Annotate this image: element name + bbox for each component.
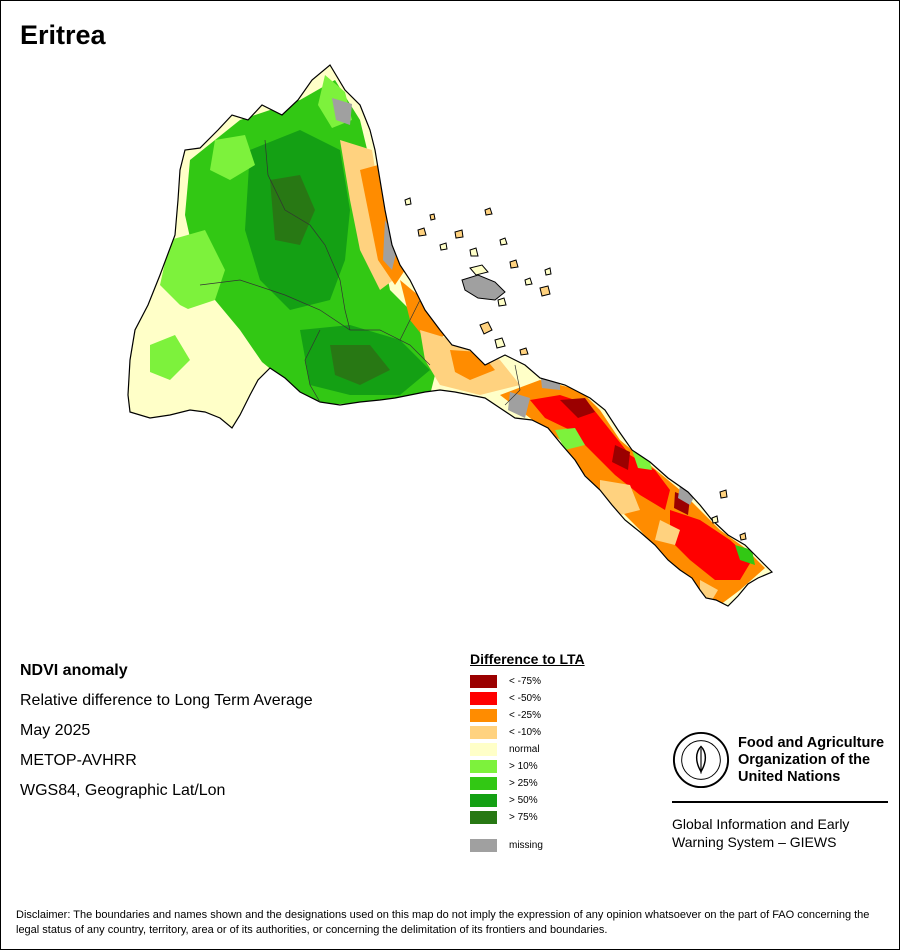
fao-logo-icon	[672, 731, 730, 789]
legend-rows: < -75% < -50% < -25% < -10% normal > 10% > 25%…	[470, 673, 585, 826]
legend-title: Difference to LTA	[470, 651, 585, 667]
map-info-panel: NDVI anomaly Relative difference to Long…	[20, 656, 313, 806]
giews-line: Warning System – GIEWS	[672, 834, 837, 850]
ndvi-anomaly-map	[127, 64, 774, 607]
fao-name-line: United Nations	[738, 768, 841, 785]
info-date: May 2025	[20, 722, 91, 739]
legend-label: < -10%	[509, 727, 541, 738]
legend-swatch	[470, 743, 497, 756]
info-heading: NDVI anomaly	[20, 662, 128, 679]
legend-swatch	[470, 839, 497, 852]
legend-item: < -75%	[470, 673, 585, 690]
fao-name-line: Organization of the	[738, 751, 871, 768]
giews-line: Global Information and Early	[672, 816, 850, 832]
legend-swatch	[470, 709, 497, 722]
info-subtitle: Relative difference to Long Term Average	[20, 692, 313, 709]
legend-swatch	[470, 760, 497, 773]
map-title: Eritrea	[20, 20, 106, 50]
legend-swatch	[470, 777, 497, 790]
legend-item: < -50%	[470, 690, 585, 707]
legend-label: normal	[509, 744, 540, 755]
legend-item-missing: missing	[470, 837, 585, 854]
fao-branding: Food and Agriculture Organization of the…	[672, 731, 888, 851]
legend-item: > 50%	[470, 792, 585, 809]
giews-name: Global Information and Early Warning Sys…	[672, 815, 888, 851]
legend-label: missing	[509, 840, 543, 851]
legend-swatch	[470, 726, 497, 739]
legend-swatch	[470, 811, 497, 824]
legend-label: > 10%	[509, 761, 538, 772]
map-legend: Difference to LTA < -75% < -50% < -25% < -1…	[470, 651, 585, 854]
legend-label: < -25%	[509, 710, 541, 721]
legend-item: < -25%	[470, 707, 585, 724]
legend-swatch	[470, 794, 497, 807]
legend-item: > 25%	[470, 775, 585, 792]
legend-item: < -10%	[470, 724, 585, 741]
legend-label: > 25%	[509, 778, 538, 789]
legend-swatch	[470, 692, 497, 705]
legend-swatch	[470, 675, 497, 688]
fao-name: Food and Agriculture Organization of the…	[738, 735, 884, 786]
legend-item: normal	[470, 741, 585, 758]
fao-divider	[672, 801, 888, 803]
legend-item: > 75%	[470, 809, 585, 826]
legend-label: < -75%	[509, 676, 541, 687]
legend-label: > 75%	[509, 812, 538, 823]
legend-label: > 50%	[509, 795, 538, 806]
info-projection: WGS84, Geographic Lat/Lon	[20, 782, 226, 799]
legend-item: > 10%	[470, 758, 585, 775]
disclaimer: Disclaimer: The boundaries and names sho…	[16, 909, 870, 936]
info-sensor: METOP-AVHRR	[20, 752, 137, 769]
fao-name-line: Food and Agriculture	[738, 734, 885, 751]
legend-label: < -50%	[509, 693, 541, 704]
